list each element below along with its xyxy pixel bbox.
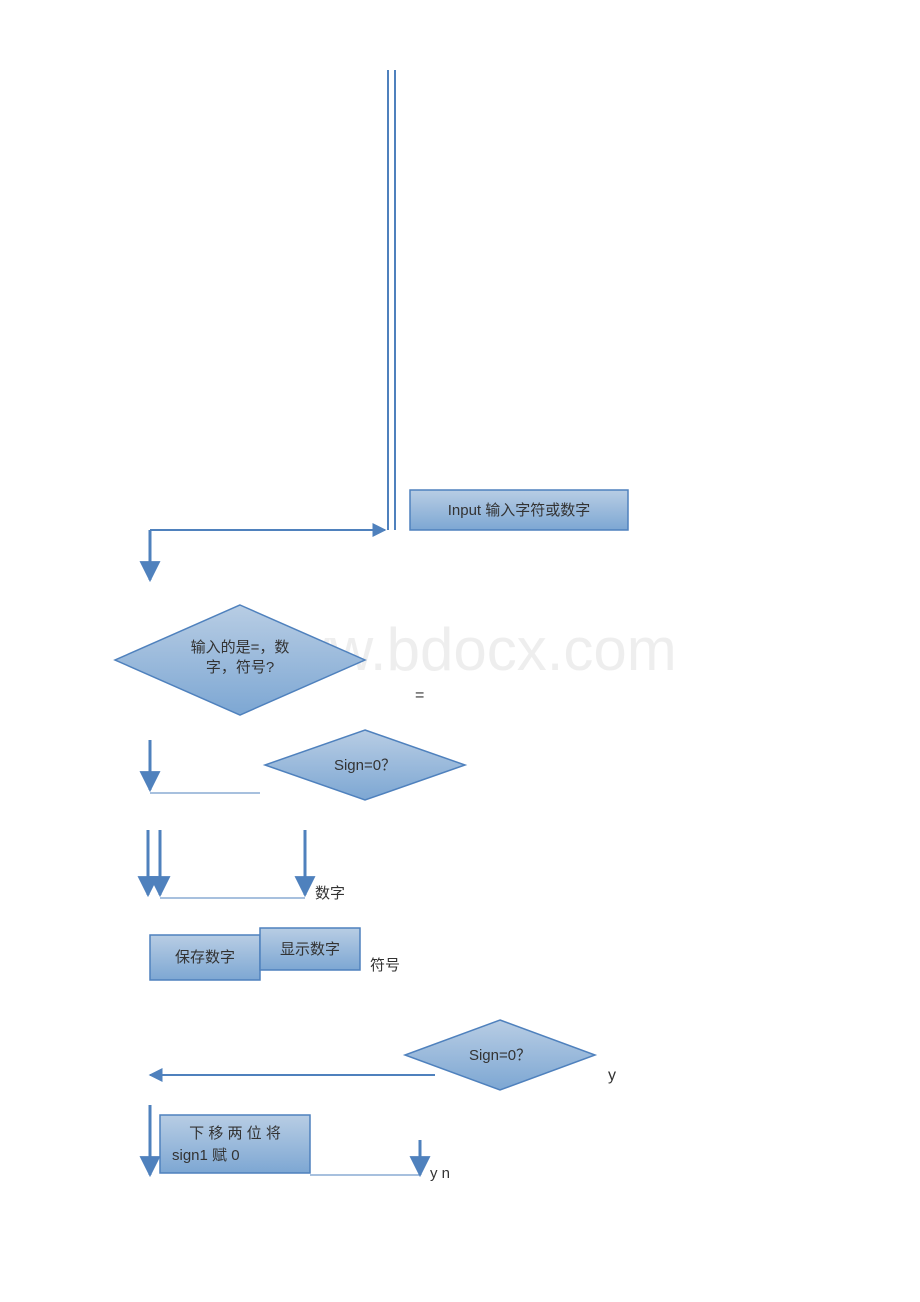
- shift-box-line1: 下 移 两 位 将: [189, 1125, 281, 1142]
- label-yn: y n: [430, 1165, 450, 1182]
- decision-sign0-b: Sign=0？: [405, 1020, 595, 1090]
- show-number-box: 显示数字: [260, 928, 360, 970]
- label-eq: =: [415, 687, 424, 704]
- decision-sign0-a-text: Sign=0？: [334, 757, 396, 774]
- decision-sign0-b-text: Sign=0？: [469, 1047, 531, 1064]
- label-y: y: [608, 1067, 616, 1084]
- shift-box-line2: sign1 赋 0: [172, 1147, 240, 1164]
- decision-sign0-a: Sign=0？: [265, 730, 465, 800]
- save-number-text: 保存数字: [175, 949, 235, 966]
- label-number: 数字: [315, 885, 345, 902]
- save-number-box: 保存数字: [150, 935, 260, 980]
- input-box-text: Input 输入字符或数字: [448, 502, 591, 519]
- show-number-text: 显示数字: [280, 941, 340, 958]
- decision-main-line2: 字，符号?: [206, 659, 274, 676]
- decision-main-line1: 输入的是=，数: [191, 639, 290, 656]
- label-symbol: 符号: [370, 957, 400, 974]
- input-box: Input 输入字符或数字: [410, 490, 628, 530]
- shift-box: 下 移 两 位 将 sign1 赋 0: [160, 1115, 310, 1173]
